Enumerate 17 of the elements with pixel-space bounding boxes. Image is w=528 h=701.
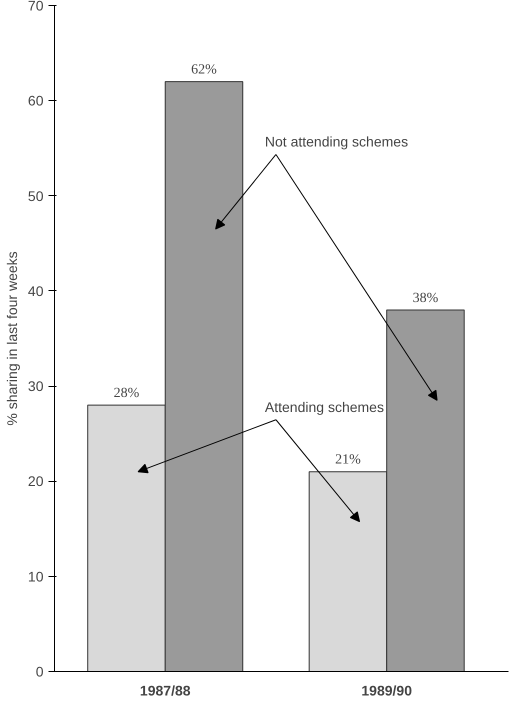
y-tick-label: 0 [36,664,44,680]
text: Attending schemes [264,398,384,415]
x-tick-label: 1989/90 [361,682,412,698]
y-axis-title: % sharing in last four weeks [4,251,20,426]
y-tick-label: 20 [28,473,44,490]
data-label: 21% [335,452,362,468]
data-label: 38% [412,290,439,306]
y-tick-label: 70 [28,0,44,14]
y-tick-label: 40 [28,282,44,299]
series-label: Not attending schemes [264,134,408,150]
x-tick-label: 1987/88 [140,682,191,698]
data-label: 28% [114,386,140,402]
y-tick-label: 60 [28,92,44,109]
y-tick-label: 30 [28,378,44,394]
y-tick-label: 50 [28,188,44,204]
data-label: 62% [191,62,218,78]
y-tick-label: 10 [28,568,44,584]
